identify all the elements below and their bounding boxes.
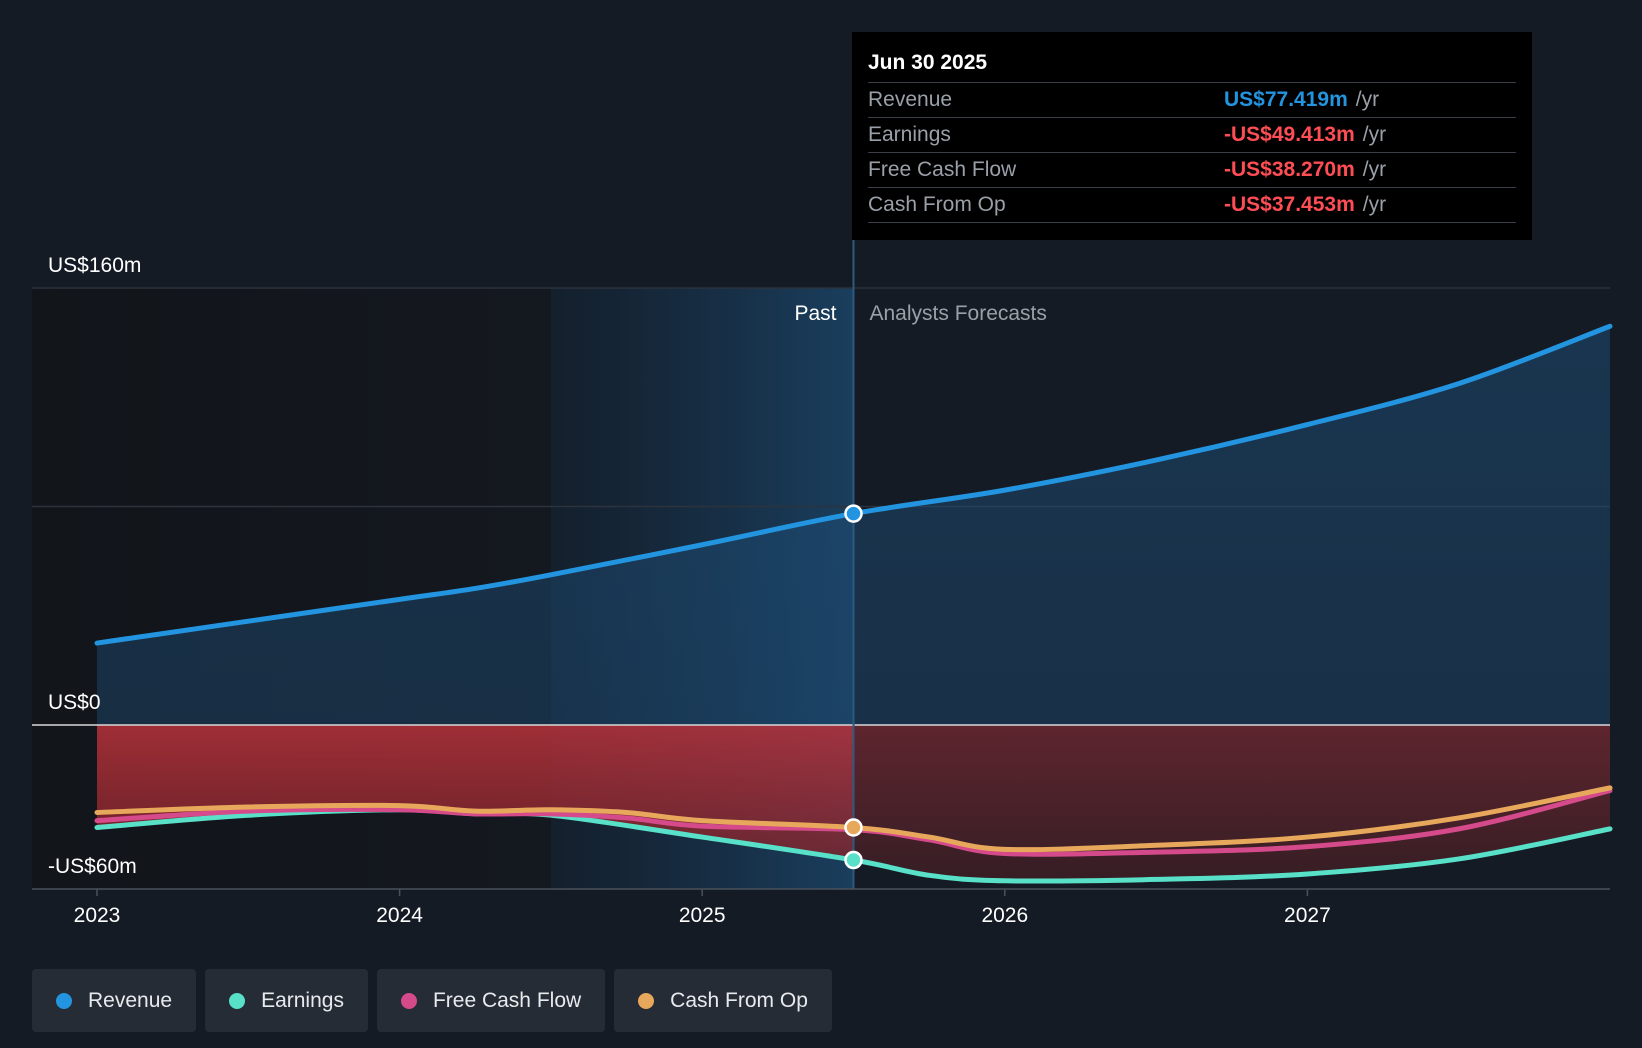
x-axis-label: 2023	[74, 904, 121, 927]
x-axis-label: 2026	[981, 904, 1028, 927]
legend-dot-icon	[229, 992, 246, 1009]
tooltip-value: -US$38.270m	[1224, 158, 1355, 181]
negative-area-forecast	[853, 725, 1610, 882]
legend-item-earnings[interactable]: Earnings	[205, 969, 368, 1032]
legend-dot-icon	[400, 992, 417, 1009]
tooltip-unit: /yr	[1362, 123, 1387, 146]
tooltip-value: -US$49.413m	[1224, 123, 1355, 146]
y-axis-label: -US$60m	[48, 855, 137, 878]
tooltip-date: Jun 30 2025	[868, 51, 988, 74]
revenue-marker[interactable]	[844, 504, 863, 523]
tooltip-row: Free Cash Flow -US$38.270m/yr	[868, 152, 1516, 187]
legend-label: Revenue	[88, 988, 173, 1012]
legend: Revenue Earnings Free Cash Flow Cash From O…	[32, 969, 832, 1032]
negative-area-past	[97, 725, 854, 861]
tooltip-row: Earnings -US$49.413m/yr	[868, 117, 1516, 152]
forecast-label: Analysts Forecasts	[870, 302, 1047, 325]
tooltip-value: -US$37.453m	[1224, 193, 1355, 216]
cash-from-op-line	[94, 785, 1613, 853]
tooltip-row: Revenue US$77.419m/yr	[868, 82, 1516, 117]
legend-dot-icon	[56, 992, 72, 1009]
legend-dot-icon	[638, 992, 655, 1009]
y-axis-label: US$0	[48, 691, 101, 714]
legend-item-revenue[interactable]: Revenue	[32, 969, 197, 1032]
past-label: Past	[794, 302, 836, 325]
x-axis-label: 2024	[376, 904, 423, 927]
legend-item-cash-from-op[interactable]: Cash From Op	[614, 969, 832, 1032]
tooltip: Jun 30 2025 Revenue US$77.419m/yr Earnings…	[852, 32, 1532, 240]
tooltip-unit: /yr	[1362, 193, 1387, 216]
legend-item-free-cash-flow[interactable]: Free Cash Flow	[376, 969, 606, 1032]
legend-label: Free Cash Flow	[432, 988, 582, 1012]
tooltip-value: US$77.419m	[1224, 88, 1348, 111]
tooltip-label: Free Cash Flow	[868, 158, 1017, 181]
legend-label: Earnings	[261, 988, 344, 1012]
cash-from-op-marker[interactable]	[844, 818, 863, 837]
legend-label: Cash From Op	[670, 988, 808, 1012]
x-axis-label: 2025	[679, 904, 726, 927]
x-axis-label: 2027	[1284, 904, 1331, 927]
free-cash-flow-line	[94, 788, 1613, 857]
y-axis-label: US$160m	[48, 254, 141, 277]
tooltip-label: Cash From Op	[868, 193, 1006, 216]
earnings-marker[interactable]	[844, 850, 863, 870]
tooltip-label: Earnings	[868, 123, 951, 146]
revenue-line	[94, 323, 1613, 646]
tooltip-unit: /yr	[1355, 88, 1380, 111]
tooltip-row: Cash From Op -US$37.453m/yr	[868, 187, 1516, 223]
tooltip-unit: /yr	[1362, 158, 1387, 181]
tooltip-label: Revenue	[868, 88, 953, 111]
